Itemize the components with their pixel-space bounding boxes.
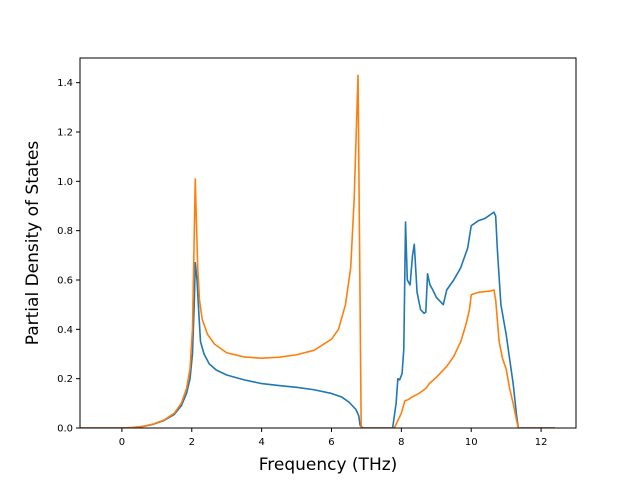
series-line-2 [80, 74, 556, 428]
x-tick-label: 2 [189, 437, 195, 448]
x-axis-label: Frequency (THz) [259, 455, 398, 475]
x-tick-label: 12 [535, 437, 548, 448]
tick-layer: 0 2 4 6 8 10 12 0.0 0.2 0.4 0.6 0.8 1.0 1.2 1.4 [57, 78, 547, 448]
y-axis-label: Partial Density of States [23, 141, 43, 346]
series-layer [80, 74, 556, 428]
y-tick-label: 0.8 [57, 226, 73, 237]
y-tick-label: 1.0 [57, 177, 73, 188]
y-tick-label: 0.0 [57, 424, 73, 435]
x-tick-label: 6 [328, 437, 334, 448]
y-tick-label: 1.4 [57, 78, 73, 89]
plot-frame [79, 57, 577, 429]
x-tick-label: 10 [465, 437, 478, 448]
y-tick-label: 1.2 [57, 128, 73, 139]
x-tick-label: 0 [119, 437, 125, 448]
y-tick-label: 0.6 [57, 276, 73, 287]
y-tick-label: 0.4 [57, 325, 73, 336]
x-tick-label: 8 [398, 437, 404, 448]
series-line-1 [80, 211, 556, 428]
y-tick-label: 0.2 [57, 374, 73, 385]
x-tick-label: 4 [258, 437, 264, 448]
